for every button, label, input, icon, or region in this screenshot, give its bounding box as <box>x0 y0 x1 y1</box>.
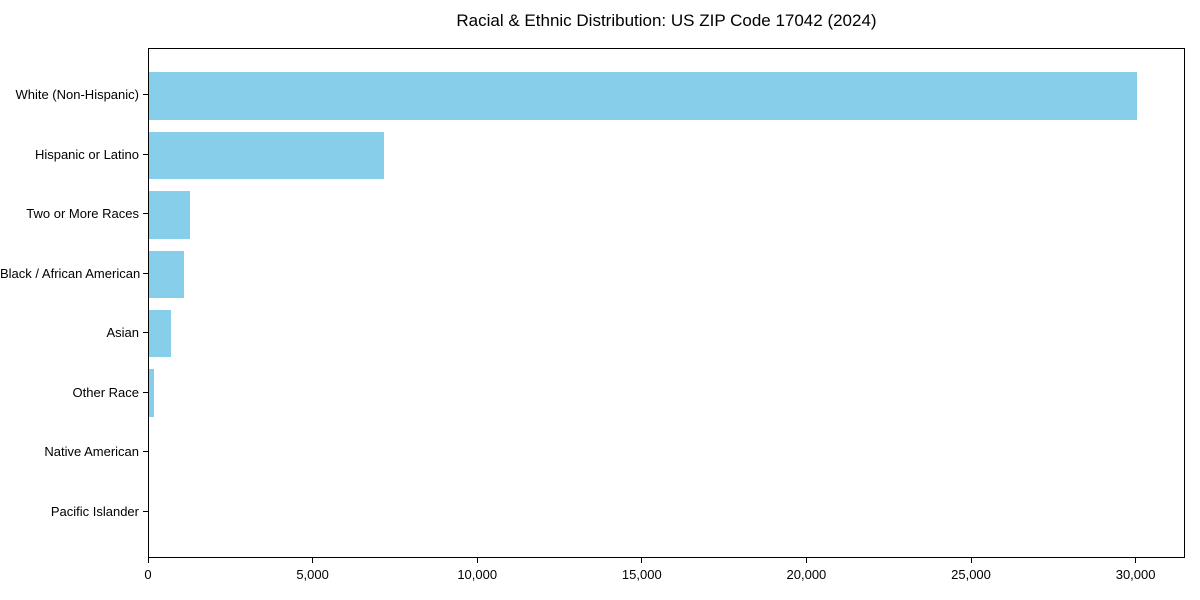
chart-title: Racial & Ethnic Distribution: US ZIP Cod… <box>456 11 877 30</box>
bar <box>149 191 191 239</box>
bar <box>149 369 155 417</box>
y-tick-label: Native American <box>44 444 139 460</box>
x-tick-mark <box>476 558 478 563</box>
bar <box>149 250 184 299</box>
x-tick-mark <box>805 558 807 563</box>
y-tick-mark <box>143 94 148 96</box>
x-tick-mark <box>147 558 149 563</box>
y-tick-label: Asian <box>106 325 139 341</box>
x-tick-label: 15,000 <box>621 567 662 582</box>
x-tick-label: 30,000 <box>1115 567 1156 582</box>
bar <box>149 72 1137 120</box>
bar <box>149 309 172 358</box>
x-tick-mark <box>641 558 643 563</box>
y-tick-mark <box>143 213 148 215</box>
x-tick-mark <box>970 558 972 563</box>
y-tick-mark <box>143 272 148 274</box>
x-tick-mark <box>312 558 314 563</box>
y-tick-mark <box>143 451 148 453</box>
x-tick-mark <box>1135 558 1137 563</box>
y-tick-mark <box>143 332 148 334</box>
y-tick-label: Pacific Islander <box>50 503 139 519</box>
bar <box>149 131 384 180</box>
y-tick-label: Hispanic or Latino <box>34 146 139 162</box>
y-tick-mark <box>143 153 148 155</box>
x-tick-label: 10,000 <box>457 567 498 582</box>
y-tick-label: Two or More Races <box>26 206 139 222</box>
x-tick-label: 0 <box>144 567 152 582</box>
x-tick-label: 25,000 <box>951 567 991 582</box>
x-tick-label: 20,000 <box>786 567 827 582</box>
y-tick-label: White (Non-Hispanic) <box>15 87 139 103</box>
y-tick-mark <box>143 510 148 512</box>
plot-area <box>148 48 1185 558</box>
x-tick-label: 5,000 <box>296 567 329 582</box>
y-tick-mark <box>143 391 148 393</box>
y-tick-label: Black / African American <box>0 265 141 281</box>
y-tick-label: Other Race <box>72 384 139 400</box>
